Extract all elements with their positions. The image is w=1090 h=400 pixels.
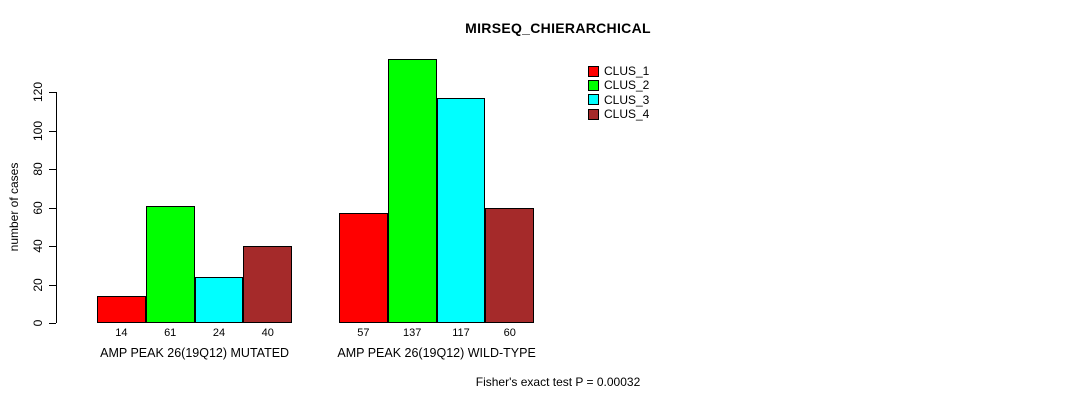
legend-label: CLUS_3 (604, 92, 650, 107)
bar-clus_4-group1 (243, 246, 293, 323)
chart-title: MIRSEQ_CHIERARCHICAL (465, 20, 651, 36)
bar-clus_4-group2 (485, 207, 535, 323)
bar-clus_3-group2 (436, 97, 486, 323)
bar-value-label: 57 (357, 327, 370, 339)
y-tick-label: 40 (31, 239, 45, 253)
y-tick-mark (49, 323, 56, 324)
y-axis-line (56, 92, 57, 323)
legend-item: CLUS_2 (588, 78, 649, 92)
legend-swatch-clus_2 (588, 79, 599, 91)
footnote-text: Fisher's exact test P = 0.00032 (475, 375, 641, 389)
legend-label: CLUS_4 (604, 107, 650, 122)
legend-label: CLUS_1 (604, 64, 650, 79)
y-tick-label: 60 (31, 200, 45, 215)
y-tick-label: 20 (31, 277, 45, 292)
bar-clus_1-group2 (339, 213, 388, 323)
y-tick-mark (49, 169, 56, 170)
legend-swatch-clus_3 (588, 94, 599, 106)
legend-swatch-clus_1 (588, 65, 599, 77)
bar-value-label: 24 (212, 327, 226, 339)
legend: CLUS_1 CLUS_2 CLUS_3 CLUS_4 (588, 64, 649, 121)
bar-value-label: 137 (403, 327, 422, 339)
bar-clus_2-group1 (145, 205, 195, 323)
y-tick-label: 0 (31, 319, 45, 327)
y-tick-label: 80 (31, 162, 45, 176)
y-tick-mark (49, 207, 56, 209)
bar-value-label: 60 (503, 327, 516, 339)
legend-item: CLUS_4 (588, 107, 649, 121)
legend-label: CLUS_2 (604, 78, 650, 93)
y-tick-label: 120 (31, 81, 45, 103)
x-category-label: AMP PEAK 26(19Q12) MUTATED (100, 346, 290, 360)
y-tick-mark (49, 92, 56, 93)
y-tick-mark (49, 284, 56, 286)
bar-clus_1-group1 (97, 296, 146, 323)
bar-clus_3-group1 (194, 276, 244, 323)
legend-item: CLUS_1 (588, 64, 649, 78)
legend-swatch-clus_4 (588, 108, 599, 120)
bar-value-label: 40 (261, 327, 274, 339)
y-tick-label: 100 (31, 120, 45, 141)
bar-value-label: 14 (115, 327, 128, 339)
x-category-label: AMP PEAK 26(19Q12) WILD-TYPE (337, 346, 536, 360)
y-tick-mark (49, 246, 56, 247)
bar-value-label: 117 (452, 327, 470, 339)
y-tick-mark (49, 130, 56, 132)
legend-item: CLUS_3 (588, 93, 649, 107)
bar-clus_2-group2 (387, 59, 437, 323)
bar-value-label: 61 (164, 327, 177, 339)
